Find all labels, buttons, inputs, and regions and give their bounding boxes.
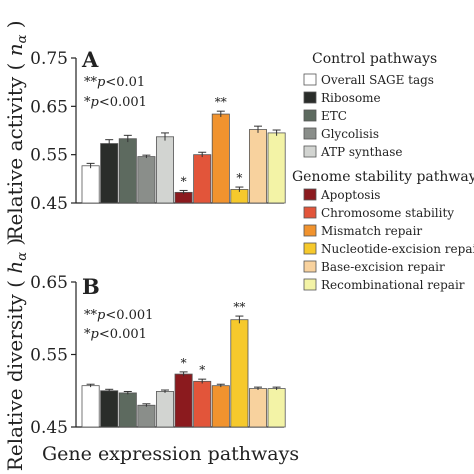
legend-label: Mismatch repair (321, 224, 422, 238)
y-axis-label: Relative activity ( nα ) (3, 20, 30, 240)
legend-swatch (303, 73, 317, 86)
legend-label: Ribosome (321, 91, 381, 105)
bar (267, 388, 286, 428)
bar (100, 143, 119, 204)
significance-note: **p<0.001 (84, 308, 153, 323)
bar (230, 319, 249, 428)
legend-label: Apoptosis (320, 188, 380, 202)
bar (211, 113, 230, 204)
significance-star: ** (233, 300, 245, 314)
legend-label: ATP synthase (320, 145, 403, 159)
legend-swatch (303, 188, 317, 201)
bar (118, 392, 137, 428)
bar (81, 385, 100, 428)
legend-swatch (303, 127, 317, 140)
legend-label: Glycolisis (321, 127, 379, 141)
significance-star: ** (215, 95, 227, 109)
legend-swatch (303, 242, 317, 255)
significance-note: **p<0.01 (84, 75, 145, 90)
bar (174, 373, 193, 428)
y-tick-label: 0.65 (30, 273, 68, 293)
legend-group-title: Genome stability pathway (292, 169, 474, 185)
bar (137, 156, 156, 204)
bar (155, 136, 174, 204)
bar (137, 404, 156, 428)
significance-star: * (181, 356, 187, 370)
significance-star: * (236, 171, 242, 185)
bar (267, 132, 286, 204)
bar (248, 388, 267, 428)
y-tick-label: 0.65 (30, 97, 68, 117)
x-axis-label: Gene expression pathways (42, 443, 299, 465)
bar (155, 391, 174, 428)
y-tick-label: 0.55 (30, 346, 68, 366)
legend-swatch (303, 224, 317, 237)
bar (118, 138, 137, 204)
legend-swatch (303, 206, 317, 219)
y-tick-label: 0.75 (30, 49, 68, 69)
legend-label: Overall SAGE tags (321, 73, 434, 87)
y-axis-label: Relative diversity ( hα ) (3, 238, 30, 471)
y-tick-label: 0.55 (30, 146, 68, 166)
legend-label: Chromosome stability (321, 206, 454, 220)
legend-swatch (303, 278, 317, 291)
significance-note: *p<0.001 (84, 95, 147, 110)
legend-label: Recombinational repair (321, 278, 465, 292)
bar (100, 390, 119, 428)
legend-label: ETC (321, 109, 347, 123)
significance-note: *p<0.001 (84, 327, 147, 342)
bar (81, 165, 100, 204)
legend-swatch (303, 145, 317, 158)
legend-label: Base-excision repair (321, 260, 445, 274)
y-tick-label: 0.45 (30, 418, 68, 438)
legend-swatch (303, 91, 317, 104)
bar (211, 385, 230, 428)
y-tick-label: 0.45 (30, 194, 68, 214)
panel-letter: A (81, 47, 99, 72)
legend-swatch (303, 260, 317, 273)
significance-star: * (181, 174, 187, 188)
bar (193, 380, 212, 428)
panel-letter: B (82, 274, 100, 299)
legend-label: Nucleotide-excision repair (321, 242, 474, 256)
legend-swatch (303, 109, 317, 122)
legend-group-title: Control pathways (312, 51, 437, 67)
legend: Control pathways Overall SAGE tags Ribosom… (292, 51, 474, 292)
bar (193, 154, 212, 204)
bar (248, 129, 267, 204)
significance-star: * (199, 363, 205, 377)
